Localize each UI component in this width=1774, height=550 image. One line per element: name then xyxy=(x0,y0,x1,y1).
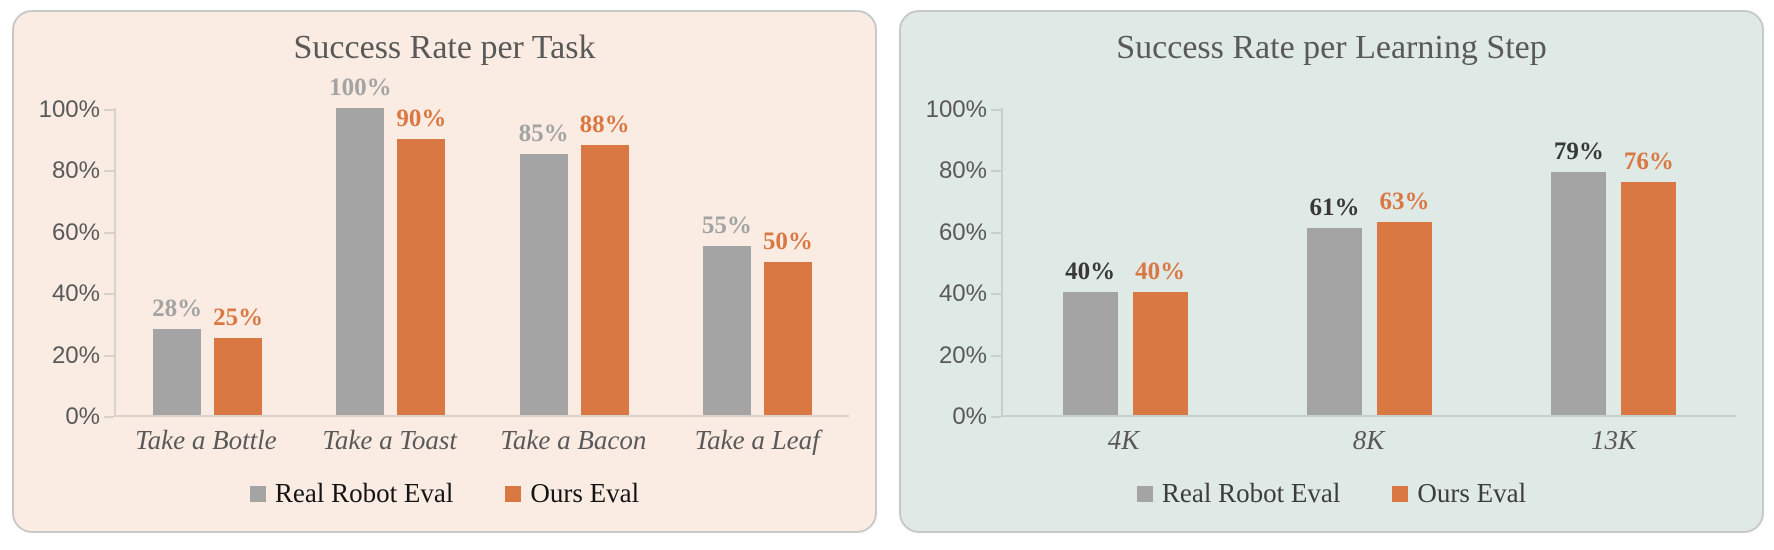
x-axis-category-label: Take a Bacon xyxy=(500,425,647,455)
y-axis-tick-mark xyxy=(104,170,114,173)
bar-value-label: 40% xyxy=(1065,258,1116,286)
legend-label: Ours Eval xyxy=(1417,478,1527,508)
figure-two-bar-charts: Success Rate per Task 0% 20% 40% 60% 80% 100%… xyxy=(12,10,1764,533)
bar-groups: 28% 25% 100% 90% 85% 88% 55% 50% xyxy=(116,74,849,415)
plot-area: 0% 20% 40% 60% 80% 100% 28% 25% 100% 90% 85% 88% 55%… xyxy=(39,74,849,430)
bar-value-label: 85% xyxy=(518,120,569,148)
legend-entry-real-robot-eval: Real Robot Eval xyxy=(249,478,454,509)
bar-group-4k: 40% 40% xyxy=(1062,258,1188,415)
bar-value-label: 63% xyxy=(1379,187,1430,215)
y-axis-tick-label: 80% xyxy=(938,157,987,185)
bar-real-robot-eval-8k: 61% xyxy=(1306,194,1362,415)
x-axis-category-label: 4K xyxy=(1107,425,1140,455)
legend-swatch-real-robot-eval xyxy=(1136,485,1153,502)
y-axis-tick-mark xyxy=(991,170,1001,173)
bar-group-take-a-toast: 100% 90% xyxy=(329,74,446,415)
y-axis-tick-label: 20% xyxy=(938,341,987,369)
bar-ours-eval-take-a-bacon: 88% xyxy=(580,111,630,415)
x-axis-category-label: 13K xyxy=(1590,425,1636,455)
legend-label: Real Robot Eval xyxy=(274,478,454,508)
y-axis-tick-mark xyxy=(991,109,1001,111)
bar-real-robot-eval-13k: 79% xyxy=(1551,138,1607,415)
bar-ours-eval-take-a-leaf: 50% xyxy=(763,228,813,415)
y-axis-tick-label: 60% xyxy=(51,218,100,246)
bar-group-take-a-leaf: 55% 50% xyxy=(702,212,813,415)
y-axis-tick-label: 20% xyxy=(51,341,100,369)
plot-region: 28% 25% 100% 90% 85% 88% 55% 50% xyxy=(114,74,849,417)
bar-value-label: 55% xyxy=(701,212,752,240)
bar-ours-eval-4k: 40% xyxy=(1132,258,1188,415)
y-axis-tick-mark xyxy=(104,416,114,418)
bar-value-label: 76% xyxy=(1623,147,1674,175)
y-axis-tick-label: 40% xyxy=(938,280,987,308)
y-axis-tick-label: 100% xyxy=(925,96,987,123)
bar-group-8k: 61% 63% xyxy=(1306,188,1432,415)
bar-ours-eval-take-a-bottle: 25% xyxy=(213,304,263,415)
bar-group-13k: 79% 76% xyxy=(1551,138,1677,415)
y-axis-tick-label: 0% xyxy=(65,403,100,430)
legend-swatch-ours-eval xyxy=(1392,485,1409,502)
x-axis-category-label: 8K xyxy=(1352,425,1385,455)
y-axis-tick-mark xyxy=(104,354,114,357)
bar-value-label: 79% xyxy=(1553,138,1604,166)
chart-title-learning-step: Success Rate per Learning Step xyxy=(1116,29,1547,66)
y-axis-tick-label: 40% xyxy=(51,280,100,308)
y-axis-tick-mark xyxy=(104,109,114,111)
bar-chart-success-rate-per-task: 0% 20% 40% 60% 80% 100% 28% 25% 100% 90% 85% 88% 55%… xyxy=(14,74,875,509)
y-axis-tick-label: 0% xyxy=(952,403,987,430)
legend-label: Ours Eval xyxy=(530,478,640,508)
y-axis-tick-label: 100% xyxy=(38,96,100,123)
y-axis-tick-label: 60% xyxy=(938,218,987,246)
x-axis-category-label: Take a Bottle xyxy=(135,425,277,455)
bar-value-label: 88% xyxy=(579,110,630,138)
bar-value-label: 40% xyxy=(1135,258,1186,286)
legend-swatch-ours-eval xyxy=(505,485,522,502)
x-axis-labels: Take a Bottle Take a Toast Take a Bacon Tak… xyxy=(114,425,849,456)
bar-real-robot-eval-take-a-toast: 100% xyxy=(329,74,392,415)
y-axis-tick-mark xyxy=(991,293,1001,296)
legend-entry-ours-eval: Ours Eval xyxy=(505,478,639,509)
bar-value-label: 50% xyxy=(762,227,813,255)
plot-region: 40% 40% 61% 63% 79% 76% xyxy=(1001,108,1736,417)
plot-area: 0% 20% 40% 60% 80% 100% 40% 40% 61% 63% 79% 76% xyxy=(926,97,1736,430)
bar-real-robot-eval-take-a-bottle: 28% xyxy=(152,295,202,415)
bar-group-take-a-bacon: 85% 88% xyxy=(519,111,630,415)
chart-panel-success-rate-per-task: Success Rate per Task 0% 20% 40% 60% 80% 100%… xyxy=(12,10,877,533)
legend: Real Robot Eval Ours Eval xyxy=(901,478,1762,509)
y-axis-tick-mark xyxy=(991,231,1001,234)
y-axis-tick-mark xyxy=(991,416,1001,418)
chart-panel-success-rate-per-learning-step: Success Rate per Learning Step 0% 20% 40% 6… xyxy=(899,10,1764,533)
bar-real-robot-eval-take-a-leaf: 55% xyxy=(702,212,752,415)
x-axis-category-label: Take a Leaf xyxy=(694,425,820,455)
bar-ours-eval-8k: 63% xyxy=(1376,188,1432,415)
chart-title-task: Success Rate per Task xyxy=(293,29,596,66)
bar-chart-success-rate-per-learning-step: 0% 20% 40% 60% 80% 100% 40% 40% 61% 63% 79% 76% 4K 8K… xyxy=(901,97,1762,509)
bar-real-robot-eval-take-a-bacon: 85% xyxy=(519,120,569,415)
y-axis-tick-mark xyxy=(991,354,1001,357)
bar-ours-eval-take-a-toast: 90% xyxy=(396,105,446,415)
y-axis-tick-mark xyxy=(104,293,114,296)
legend-entry-ours-eval: Ours Eval xyxy=(1392,478,1526,509)
bar-groups: 40% 40% 61% 63% 79% 76% xyxy=(1003,108,1736,415)
bar-value-label: 100% xyxy=(329,74,392,101)
legend-label: Real Robot Eval xyxy=(1161,478,1341,508)
bar-value-label: 90% xyxy=(396,104,447,132)
bar-value-label: 25% xyxy=(213,304,264,332)
bar-value-label: 61% xyxy=(1309,193,1360,221)
bar-group-take-a-bottle: 28% 25% xyxy=(152,295,263,415)
bar-ours-eval-13k: 76% xyxy=(1621,148,1677,415)
y-axis-tick-label: 80% xyxy=(51,157,100,185)
legend-swatch-real-robot-eval xyxy=(249,485,266,502)
x-axis-category-label: Take a Toast xyxy=(322,425,457,455)
bar-real-robot-eval-4k: 40% xyxy=(1062,258,1118,415)
bar-value-label: 28% xyxy=(152,295,203,323)
y-axis-tick-mark xyxy=(104,231,114,234)
legend: Real Robot Eval Ours Eval xyxy=(14,478,875,509)
legend-entry-real-robot-eval: Real Robot Eval xyxy=(1136,478,1341,509)
x-axis-labels: 4K 8K 13K xyxy=(1001,425,1736,456)
